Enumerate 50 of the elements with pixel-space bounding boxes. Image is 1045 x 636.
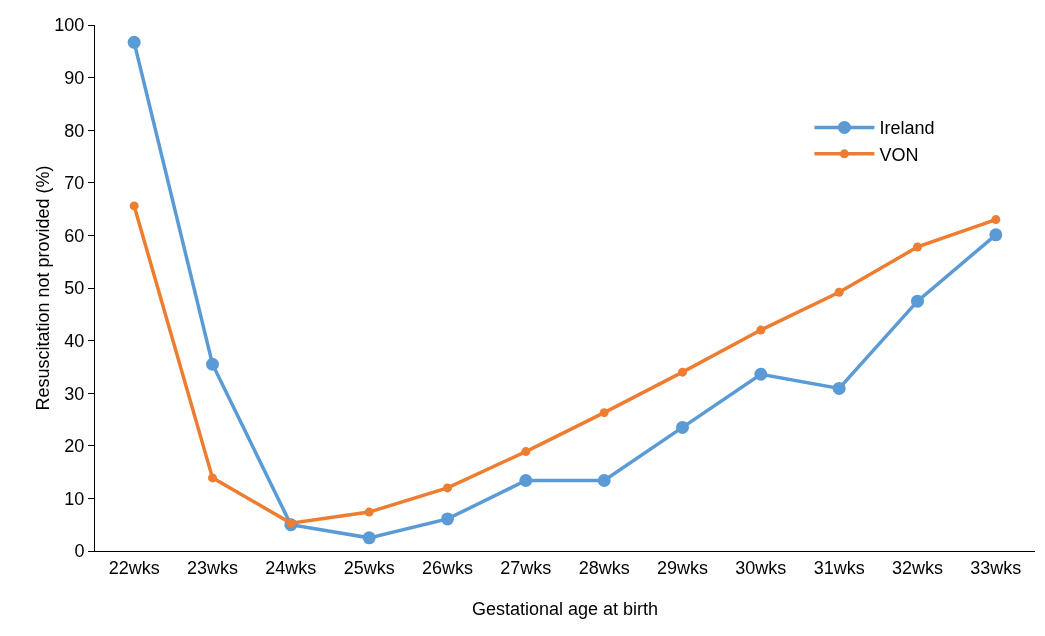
- point: [989, 228, 1003, 242]
- y-tick-label: 50: [64, 278, 85, 299]
- x-tick-label: 28wks: [578, 557, 630, 578]
- y-tick-label: 20: [64, 436, 85, 457]
- point: [599, 408, 609, 418]
- point: [678, 367, 687, 377]
- point: [362, 531, 376, 545]
- point: [127, 35, 141, 49]
- x-axis-title: Gestational age at birth: [471, 599, 659, 619]
- x-tick-label: 31wks: [813, 557, 865, 578]
- point: [597, 474, 611, 488]
- point: [208, 473, 217, 483]
- point: [754, 367, 768, 381]
- point: [206, 357, 219, 371]
- y-axis-title: Resuscitation not provided (%): [33, 165, 53, 411]
- point: [286, 518, 296, 528]
- point: [832, 381, 846, 395]
- point: [364, 507, 374, 517]
- point: [441, 512, 454, 526]
- x-tick-label: 33wks: [970, 557, 1022, 578]
- point: [521, 447, 531, 457]
- y-tick-label: 60: [64, 225, 85, 246]
- legend-label: Ireland: [879, 118, 935, 139]
- x-tick-label: 22wks: [108, 557, 160, 578]
- y-tick-label: 40: [64, 330, 85, 351]
- y-tick-label: 10: [64, 488, 85, 509]
- x-tick-label: 26wks: [421, 557, 474, 578]
- x-tick-label: 30wks: [735, 557, 787, 578]
- point: [913, 242, 922, 252]
- point: [129, 201, 139, 211]
- point: [991, 215, 1001, 225]
- point: [519, 474, 533, 488]
- point: [911, 294, 924, 308]
- y-tick-label: 80: [64, 120, 85, 141]
- y-tick-label: 0: [74, 541, 85, 562]
- point: [443, 483, 452, 493]
- point: [676, 420, 689, 434]
- legend-label: VON: [879, 144, 919, 165]
- x-tick-label: 32wks: [891, 557, 944, 578]
- y-tick-label: 30: [64, 383, 85, 404]
- x-tick-label: 29wks: [656, 557, 709, 578]
- x-tick-label: 25wks: [343, 557, 395, 578]
- x-tick-label: 24wks: [265, 557, 317, 578]
- x-tick-label: 23wks: [186, 557, 239, 578]
- point: [756, 325, 766, 335]
- y-tick-label: 100: [54, 15, 85, 36]
- point: [834, 287, 844, 297]
- y-tick-label: 90: [64, 67, 85, 88]
- x-tick-label: 27wks: [500, 557, 552, 578]
- y-tick-label: 70: [64, 173, 85, 194]
